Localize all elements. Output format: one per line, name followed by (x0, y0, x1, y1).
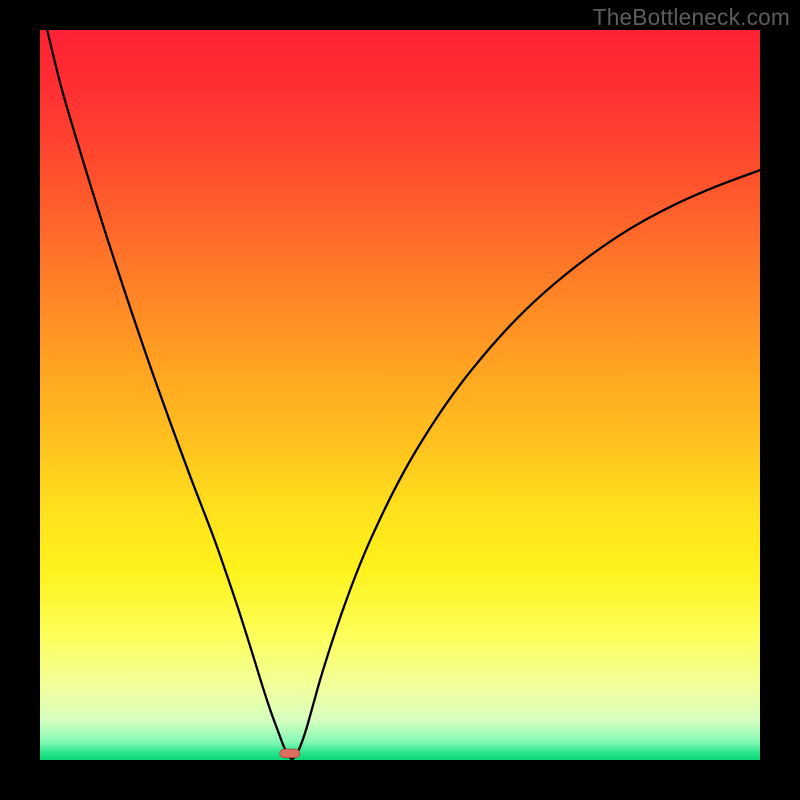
chart-canvas (0, 0, 800, 800)
chart-background (40, 30, 760, 760)
bottleneck-chart: TheBottleneck.com (0, 0, 800, 800)
optimal-point-marker (280, 749, 300, 758)
